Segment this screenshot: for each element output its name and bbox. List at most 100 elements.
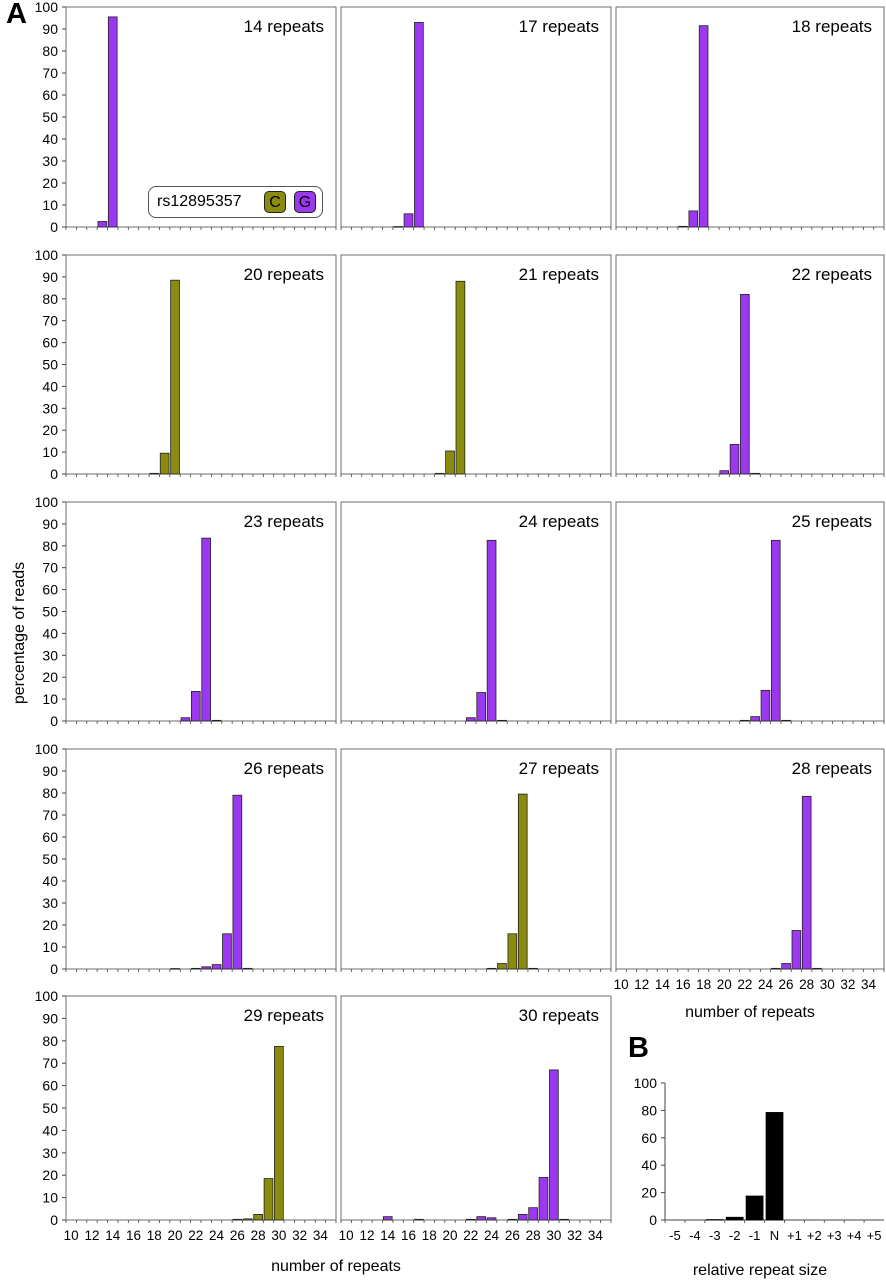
x-axis-title-right: number of repeats <box>685 1004 815 1021</box>
chart-0-y-tick-label: 60 <box>42 87 58 103</box>
chart-12-y-tick-label: 90 <box>42 1010 58 1026</box>
chart-8-bar <box>760 689 771 722</box>
chart-0-y-tick-label: 40 <box>42 131 58 147</box>
chart-12-bar <box>232 1218 243 1221</box>
chart-6-y-tick-label: 30 <box>42 647 58 663</box>
chart-13-x-tick-label: 34 <box>588 1228 604 1243</box>
chart-b-x-tick-label: +3 <box>827 1228 842 1243</box>
chart-12-x-tick-label: 18 <box>147 1228 162 1243</box>
chart-6-title: 23 repeats <box>244 512 324 531</box>
chart-12-bar <box>253 1214 263 1221</box>
chart-6-y-tick-label: 40 <box>42 625 58 641</box>
chart-8-bar <box>740 719 750 722</box>
chart-11-x-tick-label: 30 <box>820 977 835 992</box>
chart-11-bar <box>801 795 812 970</box>
chart-12-x-tick-label: 26 <box>230 1228 245 1243</box>
chart-1-bar <box>393 226 403 228</box>
chart-6-y-tick-label: 60 <box>42 582 58 598</box>
chart-b-x-tick-label: +1 <box>787 1228 802 1243</box>
chart-11-x-tick-label: 12 <box>634 977 649 992</box>
chart-b-y-tick-label: 40 <box>641 1157 657 1173</box>
chart-12-y-tick-label: 80 <box>42 1033 58 1049</box>
chart-0-title: 14 repeats <box>244 17 324 36</box>
legend: rs12895357 C G <box>148 186 323 218</box>
chart-9-bar <box>170 968 180 970</box>
chart-4-bar <box>455 280 466 475</box>
chart-12-x-tick-label: 24 <box>209 1228 225 1243</box>
chart-13-x-tick-label: 12 <box>359 1228 374 1243</box>
chart-9-frame <box>65 748 337 970</box>
chart-6-y-tick-label: 0 <box>50 713 58 729</box>
chart-13-frame <box>340 995 612 1221</box>
chart-6-bar <box>190 691 201 722</box>
chart-13-x-tick-label: 10 <box>339 1228 354 1243</box>
chart-11-bar <box>791 930 802 970</box>
panel-b-label: B <box>628 1032 649 1064</box>
chart-3-bar <box>170 279 180 475</box>
chart-13-x-tick-label: 26 <box>505 1228 520 1243</box>
chart-0-bar <box>97 221 108 228</box>
chart-13-title: 30 repeats <box>519 1006 599 1025</box>
chart-11-bar <box>770 967 781 970</box>
chart-12-title: 29 repeats <box>244 1006 324 1025</box>
chart-10-bar <box>486 967 497 970</box>
chart-10-bar <box>507 933 518 970</box>
chart-11-x-tick-label: 28 <box>799 977 814 992</box>
chart-13-bar <box>486 1217 497 1221</box>
chart-4-title: 21 repeats <box>519 265 599 284</box>
chart-6-y-tick-label: 10 <box>42 691 58 707</box>
chart-8-bar <box>770 539 781 722</box>
chart-0-y-tick-label: 90 <box>42 21 58 37</box>
chart-9-y-tick-label: 100 <box>35 741 59 757</box>
chart-11-bar <box>781 963 791 970</box>
chart-6-bar <box>201 537 212 722</box>
chart-9-y-tick-label: 70 <box>42 807 58 823</box>
chart-7-bar <box>486 539 497 722</box>
chart-12-bar <box>263 1178 274 1221</box>
chart-12-bar <box>274 1046 284 1221</box>
chart-13-x-tick-label: 16 <box>401 1228 416 1243</box>
chart-0-y-tick-label: 0 <box>50 219 58 235</box>
chart-3-bar <box>159 452 170 475</box>
chart-b-bar <box>725 1216 744 1221</box>
chart-13-bar <box>559 1218 570 1221</box>
chart-5-title: 22 repeats <box>792 265 872 284</box>
chart-b-y-tick-label: 20 <box>641 1185 657 1201</box>
chart-12-x-tick-label: 14 <box>105 1228 121 1243</box>
chart-11-x-tick-label: 16 <box>675 977 690 992</box>
chart-8-bar <box>781 719 791 722</box>
chart-3-y-tick-label: 20 <box>42 422 58 438</box>
chart-12-frame <box>65 995 337 1221</box>
chart-9-bar <box>232 794 243 970</box>
chart-12-y-tick-label: 70 <box>42 1055 58 1071</box>
chart-12-x-tick-label: 10 <box>64 1228 79 1243</box>
chart-9-bar <box>222 933 232 970</box>
chart-13-bar <box>549 1069 559 1221</box>
chart-b-x-tick-label: -2 <box>729 1228 741 1243</box>
chart-12-x-tick-label: 12 <box>84 1228 99 1243</box>
chart-3-y-tick-label: 50 <box>42 357 58 373</box>
chart-3-title: 20 repeats <box>244 265 324 284</box>
chart-b-x-tick-label: -4 <box>689 1228 701 1243</box>
chart-13-x-tick-label: 30 <box>546 1228 561 1243</box>
chart-7-bar <box>476 692 487 722</box>
chart-11-frame <box>615 748 885 970</box>
chart-9-y-tick-label: 20 <box>42 917 58 933</box>
chart-5-bar <box>729 444 740 475</box>
chart-9-y-tick-label: 40 <box>42 873 58 889</box>
chart-1-title: 17 repeats <box>519 17 599 36</box>
chart-b-y-tick-label: 100 <box>634 1075 658 1091</box>
chart-9-bar <box>242 967 253 970</box>
chart-12-x-tick-label: 20 <box>168 1228 183 1243</box>
chart-6-bar <box>211 719 222 722</box>
y-axis-title: percentage of reads <box>11 561 28 705</box>
chart-7-bar <box>465 717 476 722</box>
chart-13-bar <box>528 1207 538 1221</box>
chart-6-y-tick-label: 20 <box>42 669 58 685</box>
chart-3-y-tick-label: 60 <box>42 335 58 351</box>
chart-11-x-tick-label: 14 <box>655 977 671 992</box>
chart-9-y-tick-label: 50 <box>42 851 58 867</box>
chart-2-frame <box>615 6 885 228</box>
chart-7-bar <box>497 719 507 722</box>
chart-11-x-tick-label: 34 <box>861 977 877 992</box>
